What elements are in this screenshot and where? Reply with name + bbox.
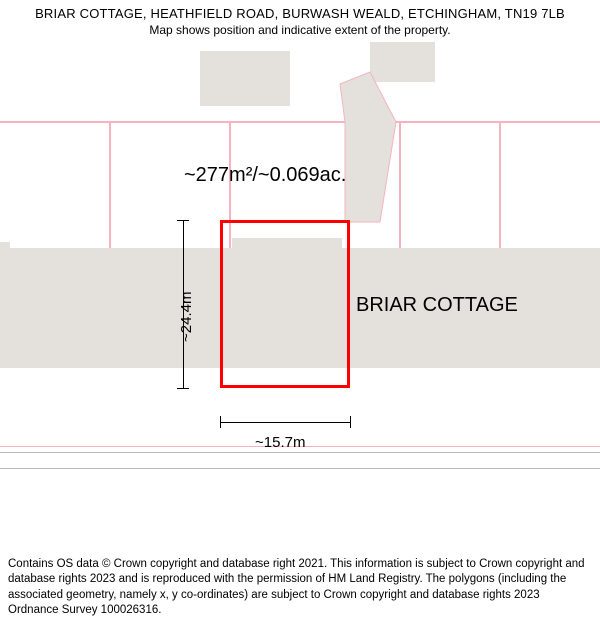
road-line	[0, 452, 600, 453]
road-line	[0, 468, 600, 469]
property-name-label: BRIAR COTTAGE	[356, 294, 518, 317]
map-figure: BRIAR COTTAGE, HEATHFIELD ROAD, BURWASH …	[0, 0, 600, 625]
dim-label-width: ~15.7m	[255, 434, 305, 451]
property-highlight	[220, 220, 350, 388]
dim-tick	[177, 388, 189, 389]
header: BRIAR COTTAGE, HEATHFIELD ROAD, BURWASH …	[0, 6, 600, 37]
map-subtitle: Map shows position and indicative extent…	[0, 23, 600, 37]
dim-tick	[177, 220, 189, 221]
attribution-footer: Contains OS data © Crown copyright and d…	[8, 557, 592, 619]
dim-line-horizontal	[220, 422, 350, 423]
map-canvas: ~24.4m ~15.7m ~277m²/~0.069ac. BRIAR COT…	[0, 42, 600, 522]
dim-tick	[220, 416, 221, 428]
dim-tick	[350, 416, 351, 428]
dim-label-height: ~24.4m	[178, 292, 195, 342]
map-title: BRIAR COTTAGE, HEATHFIELD ROAD, BURWASH …	[0, 6, 600, 21]
area-label: ~277m²/~0.069ac.	[184, 164, 346, 187]
